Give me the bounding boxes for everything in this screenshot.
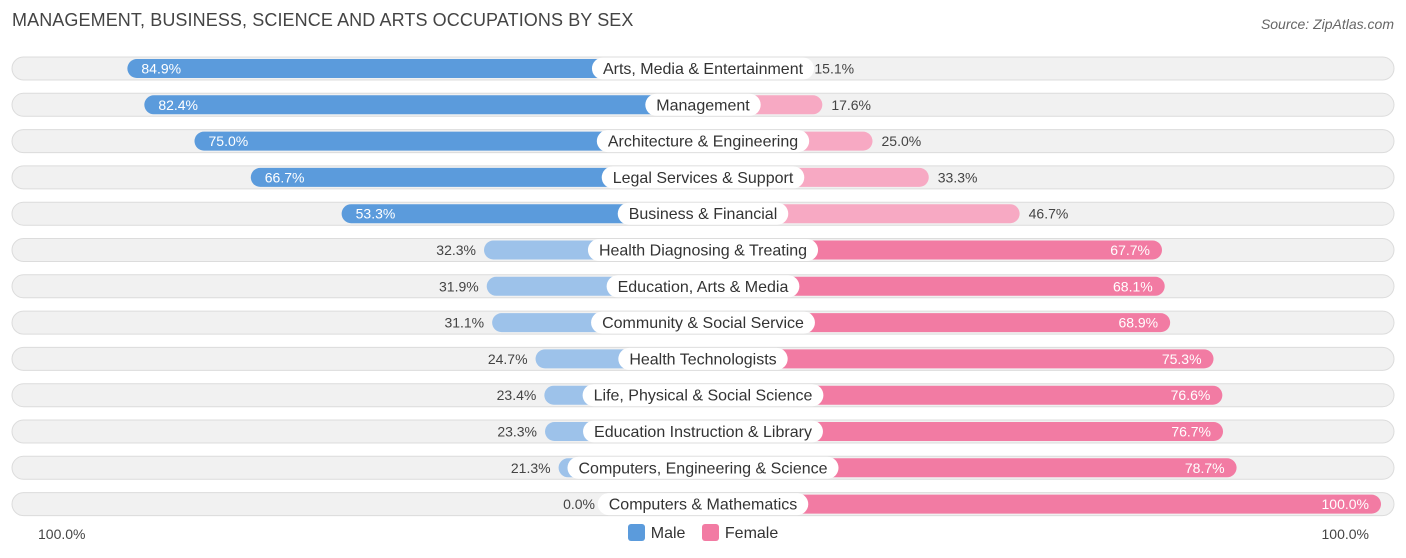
category-label-background: [601, 166, 805, 189]
female-value-label: 67.7%: [1110, 242, 1150, 258]
male-value-label: 32.3%: [436, 242, 476, 258]
category-label: Life, Physical & Social Science: [594, 388, 813, 405]
bar-female: [703, 385, 1223, 405]
bar-female: [703, 349, 1214, 369]
bar-female: [703, 276, 1165, 296]
female-value-label: 100.0%: [1322, 496, 1369, 512]
diverging-bar-chart: Arts, Media & Entertainment 84.9% 15.1% Man…: [11, 56, 1395, 517]
male-value-label: 31.9%: [439, 278, 479, 294]
female-value-label: 68.9%: [1118, 315, 1158, 331]
bar-male: [250, 167, 704, 187]
female-value-label: 15.1%: [814, 61, 854, 77]
category-label: Computers, Engineering & Science: [578, 460, 827, 477]
category-label-background: [583, 420, 823, 443]
bar-female: [703, 494, 1381, 514]
male-value-label: 75.0%: [209, 133, 249, 149]
category-label: Health Technologists: [629, 351, 776, 368]
female-value-label: 76.6%: [1171, 387, 1211, 403]
category-label: Health Diagnosing & Treating: [599, 243, 807, 260]
category-label: Community & Social Service: [602, 315, 804, 332]
category-label: Computers & Mathematics: [609, 497, 798, 514]
male-value-label: 23.3%: [497, 424, 537, 440]
category-label: Legal Services & Support: [613, 170, 794, 187]
male-value-label: 66.7%: [265, 169, 305, 185]
female-value-label: 17.6%: [831, 97, 871, 113]
category-label-background: [617, 202, 789, 225]
bar-female: [703, 313, 1171, 333]
category-label: Business & Financial: [629, 206, 778, 223]
category-label-background: [606, 275, 800, 298]
bar-female: [703, 240, 1163, 260]
category-label-background: [645, 93, 761, 116]
bar-male: [144, 95, 703, 115]
legend-swatch-female: [701, 524, 719, 541]
bar-male: [194, 131, 703, 151]
female-value-label: 68.1%: [1113, 278, 1153, 294]
axis-right-label: 100.0%: [1321, 526, 1369, 542]
bar-male: [127, 59, 704, 78]
female-value-label: 78.7%: [1185, 460, 1225, 476]
female-value-label: 75.3%: [1162, 351, 1202, 367]
category-label-background: [597, 493, 809, 516]
male-value-label: 82.4%: [158, 97, 198, 113]
male-value-label: 24.7%: [488, 351, 528, 367]
female-value-label: 25.0%: [882, 133, 922, 149]
category-label-background: [618, 347, 788, 370]
category-label: Education, Arts & Media: [618, 279, 789, 296]
male-value-label: 21.3%: [511, 460, 551, 476]
bar-male: [341, 204, 703, 224]
male-value-label: 53.3%: [356, 206, 396, 222]
bar-female: [703, 422, 1224, 441]
legend: Male Female: [0, 524, 1406, 543]
category-label-background: [567, 456, 839, 479]
category-label-background: [591, 57, 815, 80]
axis-left-label: 100.0%: [38, 526, 86, 542]
category-label: Education Instruction & Library: [594, 424, 812, 441]
male-value-label: 23.4%: [497, 387, 537, 403]
legend-swatch-male: [627, 524, 645, 541]
category-label: Arts, Media & Entertainment: [603, 61, 804, 78]
category-label-background: [587, 239, 819, 261]
legend-label-female: Female: [724, 525, 779, 542]
category-label-background: [596, 130, 810, 153]
female-value-label: 46.7%: [1029, 206, 1069, 222]
chart-title: MANAGEMENT, BUSINESS, SCIENCE AND ARTS O…: [12, 10, 634, 30]
female-value-label: 33.3%: [938, 169, 978, 185]
female-value-label: 76.7%: [1171, 424, 1211, 440]
category-label: Management: [656, 97, 750, 114]
legend-label-male: Male: [650, 525, 686, 542]
legend-item-male[interactable]: Male: [627, 524, 686, 543]
male-value-label: 31.1%: [444, 315, 484, 331]
category-label-background: [582, 384, 824, 407]
legend-item-female[interactable]: Female: [701, 524, 779, 543]
category-label: Architecture & Engineering: [608, 134, 798, 151]
male-value-label: 84.9%: [141, 61, 181, 77]
category-label-background: [591, 311, 815, 334]
male-value-label: 0.0%: [563, 496, 595, 512]
source-label: Source: ZipAtlas.com: [1260, 16, 1394, 32]
